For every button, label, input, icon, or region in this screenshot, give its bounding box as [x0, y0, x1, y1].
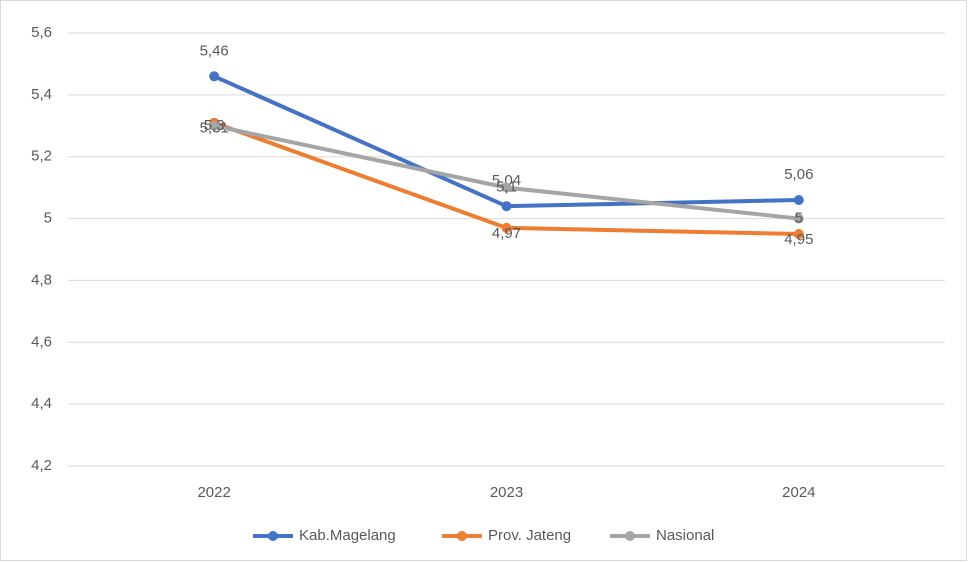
data-label: 5,1: [496, 179, 517, 196]
data-point: [793, 229, 804, 240]
legend-marker: [457, 531, 467, 541]
y-tick-label: 4,2: [31, 457, 52, 474]
y-tick-label: 5,2: [31, 148, 52, 165]
legend-label: Prov. Jateng: [488, 527, 571, 544]
data-point: [501, 201, 512, 212]
data-label: 5: [795, 210, 803, 227]
data-point: [501, 182, 512, 193]
y-tick-label: 4,4: [31, 395, 52, 412]
y-tick-label: 5: [44, 210, 52, 227]
data-point: [209, 120, 220, 131]
data-point: [793, 195, 804, 206]
data-label: 5,06: [784, 166, 813, 183]
data-label: 5,3: [204, 117, 225, 134]
y-tick-label: 5,6: [31, 24, 52, 41]
y-tick-label: 5,4: [31, 86, 52, 103]
data-label: 5,46: [200, 42, 229, 59]
data-label: 4,97: [492, 225, 521, 242]
legend-marker: [268, 531, 278, 541]
x-tick-label: 2022: [197, 484, 230, 501]
y-tick-label: 4,8: [31, 271, 52, 288]
data-label: 4,95: [784, 231, 813, 248]
data-point: [209, 71, 220, 82]
x-tick-label: 2024: [782, 484, 815, 501]
data-point: [793, 213, 804, 224]
legend-label: Kab.Magelang: [299, 527, 396, 544]
data-point: [501, 222, 512, 233]
legend-label: Nasional: [656, 527, 714, 544]
y-tick-label: 4,6: [31, 333, 52, 350]
legend-marker: [625, 531, 635, 541]
x-tick-label: 2023: [490, 484, 523, 501]
